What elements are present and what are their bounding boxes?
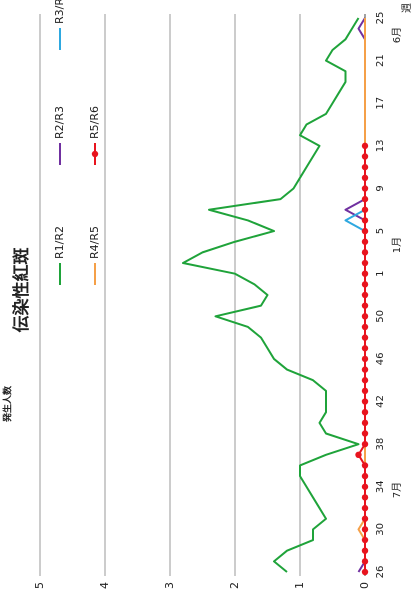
x-tick-label: 42 [375,395,386,408]
legend-label: R1/R2 [53,226,66,259]
x-tick-label: 17 [375,97,386,110]
legend-label: R2/R3 [53,106,66,139]
x-tick-label: 38 [375,438,386,451]
point [361,494,369,501]
point [361,334,369,341]
point [361,568,369,576]
point [361,419,369,427]
point [361,345,369,352]
legend-label: R3/R4 [53,0,66,24]
x-tick-label: 9 [375,185,386,191]
chart-title: 伝染性紅斑 [11,248,32,333]
annotation: 週 [401,3,413,13]
point [361,377,369,384]
annotation: 1月 [391,237,403,253]
x-tick-label: 25 [375,12,386,25]
x-tick-label: 5 [375,228,386,234]
point [361,515,369,522]
point [361,483,369,490]
point [355,451,362,459]
point [361,238,369,245]
chart-body: 伝染性紅斑 発生人数 01234526303438424650159131721… [2,0,414,589]
y-tick-label: 4 [98,582,111,589]
x-tick-label: 30 [375,523,386,536]
x-tick-label: 13 [375,139,386,152]
point [361,291,369,299]
y-axis-label: 発生人数 [2,385,14,423]
point [361,174,369,182]
annotation: 6月 [391,27,403,43]
legend-label: R5/R6 [88,106,101,139]
point [361,526,369,533]
point [361,270,369,277]
annotation: 7月 [391,482,403,498]
point [361,536,369,544]
point [361,313,369,320]
point [361,281,369,288]
y-tick-label: 0 [358,582,371,589]
point [361,398,369,405]
x-tick-label: 21 [375,54,386,67]
y-tick-label: 5 [33,582,46,589]
point [361,558,369,565]
x-tick-label: 46 [375,353,386,366]
point [361,302,369,309]
x-tick-label: 34 [375,480,386,493]
point [361,472,369,480]
x-tick-label: 50 [375,310,386,323]
point [361,430,369,437]
point [361,142,369,150]
point [361,206,369,213]
point [361,547,369,554]
point [361,163,369,171]
y-tick-label: 1 [293,582,306,589]
point [361,227,369,235]
point [361,185,369,192]
series-line [182,17,360,573]
point [361,440,369,448]
point [361,366,369,373]
x-tick-label: 26 [375,566,386,579]
x-tick-label: 1 [375,271,386,277]
y-tick-label: 2 [228,582,241,589]
point [361,462,369,469]
point [361,355,369,363]
legend-marker [91,150,99,158]
point [361,408,369,416]
point [361,504,369,512]
point [361,259,369,267]
point [361,387,369,395]
point [361,217,369,224]
point [361,249,369,256]
point [361,323,369,331]
point [361,153,369,160]
y-tick-label: 3 [163,582,176,589]
legend-label: R4/R5 [88,226,101,259]
point [361,195,369,203]
